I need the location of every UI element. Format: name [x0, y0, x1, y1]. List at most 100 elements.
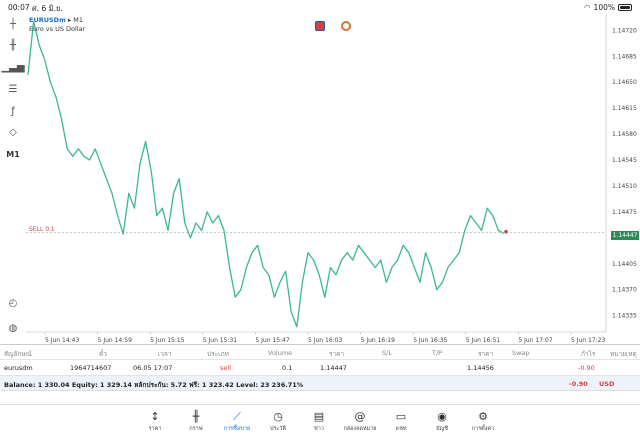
nav-item-5[interactable]: @ กล่องจดหมาย — [340, 409, 380, 433]
chart-toolbar: ┼ ╫ ▁▃▅ ☰ ƒ ◇ M1 ◴ ◍ — [0, 14, 26, 344]
nav-item-4[interactable]: ▤ ข่าว — [299, 409, 339, 433]
cell-profit: -0.90 — [578, 364, 595, 372]
total-profit: -0.90 — [569, 380, 588, 388]
time-tick-label: 5 Jun 17:23 — [571, 337, 605, 344]
table-row[interactable]: eurusdm 1964714607 06.05 17:07 sell 0.1 … — [0, 360, 640, 376]
sell-order-label[interactable]: SELL 0.1 — [29, 226, 55, 233]
column-header[interactable]: ราคา — [329, 350, 345, 358]
nav-label: การซื้อขาย — [223, 426, 251, 432]
broker-logo-icon — [341, 21, 351, 31]
price-tick-label: 1.14545 — [612, 157, 637, 164]
account-currency: USD — [599, 380, 615, 388]
time-tick-label: 5 Jun 16:03 — [308, 337, 342, 344]
column-header[interactable]: T/P — [432, 349, 443, 357]
nav-item-7[interactable]: ◉ บัญชี — [422, 409, 462, 433]
nav-item-8[interactable]: ⚙ การตั้งค่า — [463, 409, 503, 433]
candles-icon[interactable]: ╫ — [9, 39, 17, 51]
nav-label: บัญชี — [436, 426, 448, 432]
nav-label: การตั้งค่า — [471, 426, 495, 432]
column-header[interactable]: ประเภท — [207, 350, 229, 358]
time-tick-label: 5 Jun 17:07 — [518, 337, 552, 344]
timeframe-indicator: ▸ M1 — [67, 16, 84, 24]
current-price-tag: 1.14447 — [611, 231, 639, 240]
mailbox-icon: @ — [354, 410, 366, 423]
column-header[interactable]: เวลา — [158, 350, 172, 358]
function-icon[interactable]: ƒ — [11, 105, 15, 117]
battery-percent: 100% — [593, 3, 615, 12]
status-bar: 00:07 ศ. 6 มิ.ย. ◠ 100% — [0, 0, 640, 14]
price-tick-label: 1.14510 — [612, 183, 637, 190]
chart-icon: ╫ — [192, 410, 200, 423]
price-tick-label: 1.14580 — [612, 131, 637, 138]
nav-item-1[interactable]: ╫ กราฟ — [176, 409, 216, 433]
cell-ticket: 1964714607 — [70, 364, 112, 372]
price-tick-label: 1.14335 — [612, 313, 637, 320]
column-header[interactable]: ตั๋ว — [99, 350, 107, 358]
trade-panel-icon[interactable]: ◍ — [8, 322, 18, 334]
time-tick-label: 5 Jun 16:35 — [413, 337, 447, 344]
price-tick-label: 1.14615 — [612, 105, 637, 112]
clock: 00:07 — [8, 3, 30, 12]
chart-area[interactable]: 1.14720 1.14685 1.14650 1.14615 1.14580 1.145… — [26, 14, 640, 344]
price-tick-label: 1.14685 — [612, 53, 637, 60]
symbol-name[interactable]: EURUSDm — [29, 16, 66, 24]
positions-table: สัญลักษณ์ ตั๋ว เวลา ประเภท Volume ราคา S/L T/P ร… — [0, 344, 640, 392]
time-tick-label: 5 Jun 15:31 — [203, 337, 237, 344]
nav-item-6[interactable]: ▭ แชท — [381, 409, 421, 433]
column-header[interactable]: กำไร — [581, 350, 596, 358]
time-tick-label: 5 Jun 14:59 — [98, 337, 132, 344]
price-tick-label: 1.14720 — [612, 27, 637, 34]
nav-label: กล่องจดหมาย — [343, 426, 377, 432]
price-tick-label: 1.14370 — [612, 287, 637, 294]
chat-icon: ▭ — [395, 410, 407, 423]
nav-item-2[interactable]: ⟋ การซื้อขาย — [217, 409, 257, 433]
quotes-icon: ↕ — [150, 410, 160, 423]
settings-icon: ⚙ — [478, 410, 488, 423]
column-header[interactable]: หมายเหตุ — [610, 350, 637, 358]
timeframe-button[interactable]: M1 — [6, 149, 20, 159]
crosshair-icon[interactable]: ┼ — [9, 18, 17, 30]
column-header[interactable]: สัญลักษณ์ — [4, 350, 32, 358]
cell-type: sell — [220, 364, 231, 372]
column-header[interactable]: S/L — [382, 349, 392, 357]
bottom-nav: ↕ ราคา ╫ กราฟ ⟋ การซื้อขาย ◷ ประวัติ ▤ ข่าว @ กล่อง… — [0, 404, 640, 447]
status-right: ◠ 100% — [584, 3, 632, 12]
account-icon: ◉ — [437, 410, 447, 423]
nav-item-3[interactable]: ◷ ประวัติ — [258, 409, 298, 433]
trade-icon: ⟋ — [233, 410, 241, 423]
order-marker — [504, 229, 508, 234]
date: ศ. 6 มิ.ย. — [32, 4, 63, 13]
one-click-trading-icon[interactable]: ◴ — [8, 297, 18, 309]
price-tick-label: 1.14650 — [612, 79, 637, 86]
cell-time: 06.05 17:07 — [133, 364, 173, 372]
volume-bars-icon[interactable]: ▁▃▅ — [1, 61, 25, 73]
time-tick-label: 5 Jun 15:15 — [150, 337, 184, 344]
nav-label: กราฟ — [189, 426, 203, 432]
table-header: สัญลักษณ์ ตั๋ว เวลา ประเภท Volume ราคา S/L T/P ร… — [0, 344, 640, 360]
cell-current-price: 1.14456 — [467, 364, 494, 372]
column-header[interactable]: ราคา — [478, 350, 494, 358]
price-series-line — [27, 20, 505, 328]
history-icon: ◷ — [273, 410, 283, 423]
time-tick-label: 5 Jun 14:43 — [45, 337, 79, 344]
time-tick-label: 5 Jun 15:47 — [255, 337, 289, 344]
account-summary: Balance: 1 330.04 Equity: 1 329.14 หลักป… — [0, 376, 640, 391]
symbol-description: Euro vs US Dollar — [29, 25, 86, 33]
time-tick-label: 5 Jun 16:19 — [361, 337, 395, 344]
nav-item-0[interactable]: ↕ ราคา — [135, 409, 175, 433]
cell-open-price: 1.14447 — [320, 364, 347, 372]
column-header[interactable]: Volume — [268, 349, 293, 357]
indicators-icon[interactable]: ☰ — [8, 83, 18, 95]
balance-text: Balance: 1 330.04 Equity: 1 329.14 หลักป… — [4, 381, 304, 389]
column-header[interactable]: Swap — [512, 349, 530, 357]
objects-icon[interactable]: ◇ — [9, 126, 17, 138]
price-chart[interactable]: 1.14720 1.14685 1.14650 1.14615 1.14580 1.145… — [26, 14, 640, 344]
time-tick-label: 5 Jun 16:51 — [466, 337, 500, 344]
symbol-flag-icon — [315, 21, 325, 31]
wifi-icon: ◠ — [584, 3, 591, 12]
cell-volume: 0.1 — [282, 364, 293, 372]
battery-icon — [618, 4, 632, 11]
cell-symbol: eurusdm — [4, 364, 33, 372]
price-tick-label: 1.14475 — [612, 209, 637, 216]
nav-label: ประวัติ — [269, 426, 287, 432]
